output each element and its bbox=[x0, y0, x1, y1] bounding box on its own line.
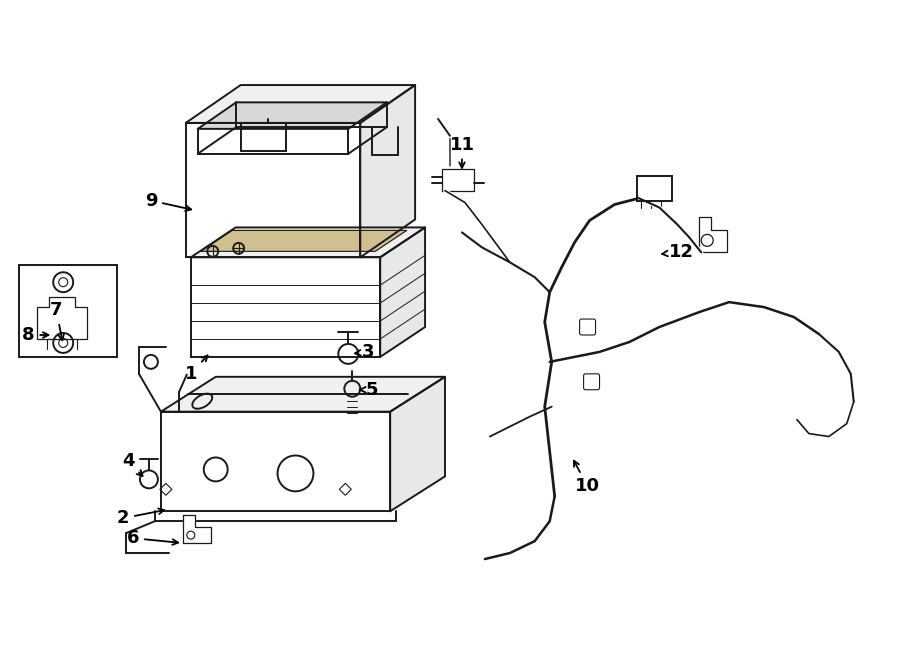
Text: 11: 11 bbox=[449, 136, 474, 168]
Polygon shape bbox=[198, 103, 387, 129]
Polygon shape bbox=[161, 412, 391, 511]
Polygon shape bbox=[391, 377, 445, 511]
Polygon shape bbox=[161, 377, 445, 412]
Text: 9: 9 bbox=[145, 191, 191, 211]
Bar bbox=[637, 175, 672, 201]
Polygon shape bbox=[191, 228, 425, 258]
Text: 7: 7 bbox=[50, 301, 64, 340]
Polygon shape bbox=[380, 228, 425, 357]
Polygon shape bbox=[191, 258, 380, 357]
Polygon shape bbox=[185, 85, 415, 123]
Polygon shape bbox=[201, 230, 407, 252]
FancyBboxPatch shape bbox=[580, 319, 596, 335]
Polygon shape bbox=[442, 169, 474, 191]
Polygon shape bbox=[185, 123, 360, 258]
Text: 1: 1 bbox=[184, 355, 208, 383]
Text: 2: 2 bbox=[117, 508, 164, 527]
Polygon shape bbox=[183, 515, 211, 543]
Text: 10: 10 bbox=[574, 461, 600, 495]
FancyBboxPatch shape bbox=[583, 374, 599, 390]
Polygon shape bbox=[360, 85, 415, 258]
Text: 5: 5 bbox=[360, 381, 379, 399]
Polygon shape bbox=[699, 218, 727, 252]
Text: 4: 4 bbox=[122, 452, 142, 476]
Text: 8: 8 bbox=[22, 326, 49, 344]
Text: 3: 3 bbox=[355, 343, 374, 361]
Text: 12: 12 bbox=[662, 244, 694, 261]
Polygon shape bbox=[37, 297, 87, 339]
Bar bbox=[19, 265, 117, 357]
Text: 6: 6 bbox=[127, 529, 178, 547]
